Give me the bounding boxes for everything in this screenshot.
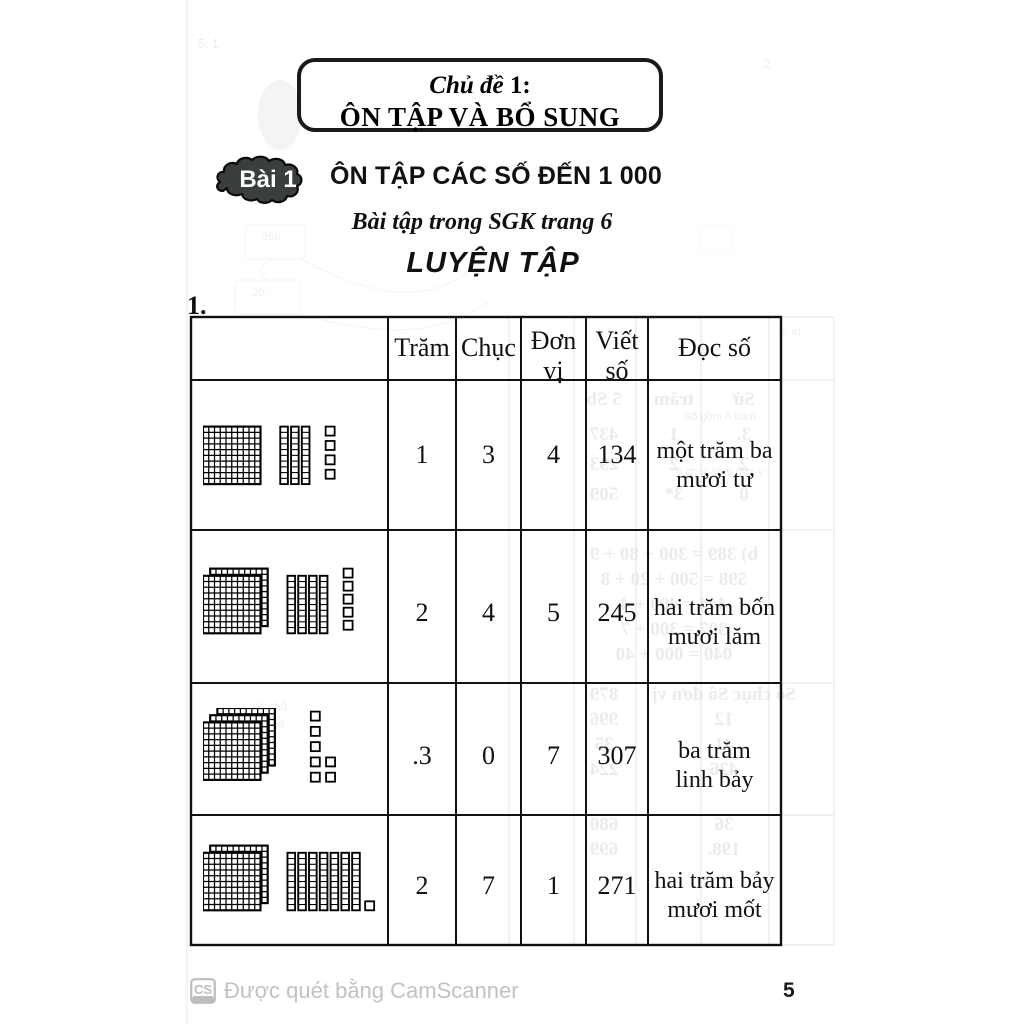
svg-text:CS: CS xyxy=(194,982,212,997)
